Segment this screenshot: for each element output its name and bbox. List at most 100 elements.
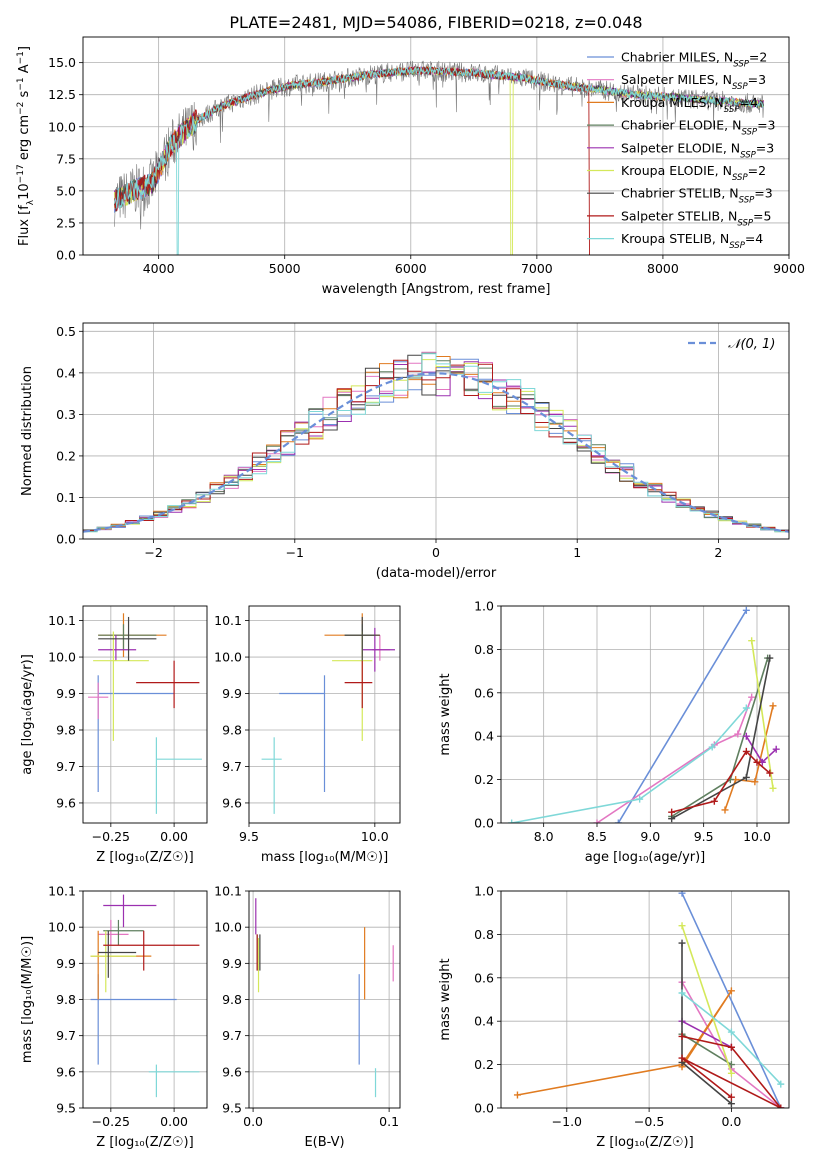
weight_vs_age-ytick-label: 0.4 <box>474 729 494 744</box>
weight_vs_age-xtick-label: 8.5 <box>587 829 607 844</box>
legend-entry: Chabrier MILES, NSSP=2 <box>621 50 767 70</box>
age_vs_Z-ytick-label: 9.9 <box>56 686 76 701</box>
weight_vs_age-ylabel: mass weight <box>438 673 453 755</box>
spectrum-frame <box>82 36 790 256</box>
weight-marker <box>678 1032 686 1040</box>
mass_vs_Z-ytick-label: 9.5 <box>56 1101 76 1116</box>
age_vs_mass-ytick-label: 9.9 <box>222 686 242 701</box>
spectrum-xlabel: wavelength [Angstrom, rest frame] <box>322 282 551 297</box>
spectrum-ytick-label: 7.5 <box>56 151 76 166</box>
residuals-xtick-label: 0 <box>432 545 440 560</box>
mass_vs_Z-marks <box>90 894 200 1098</box>
weight-line <box>724 705 774 811</box>
weight-marker <box>593 819 601 823</box>
weight-marker <box>678 891 686 897</box>
age_vs_mass-ytick-label: 10.1 <box>214 613 242 628</box>
legend-entry: Kroupa ELODIE, NSSP=2 <box>621 163 766 183</box>
weight-line <box>681 892 782 1108</box>
legend-entry: Salpeter MILES, NSSP=3 <box>621 72 766 92</box>
spectrum-xtick-label: 6000 <box>395 261 427 276</box>
residuals-xtick-label: 1 <box>573 545 581 560</box>
spectrum-xtick-label: 4000 <box>143 261 175 276</box>
residuals-legend: 𝒩(0, 1) <box>688 337 775 352</box>
legend-entry: Salpeter ELODIE, NSSP=3 <box>621 140 774 160</box>
spectrum-xtick-label: 5000 <box>269 261 301 276</box>
weight-marker <box>678 989 686 997</box>
age_vs_mass-marks <box>261 613 395 814</box>
weight-line <box>681 1033 732 1066</box>
mass_vs_EBV-frame <box>248 890 401 1109</box>
spectrum-ytick-label: 0.0 <box>56 248 76 263</box>
mass_vs_Z-ylabel: mass [log₁₀(M/M☉)] <box>20 936 35 1063</box>
weight-marker <box>508 819 516 823</box>
weight_vs_Z-ytick-label: 1.0 <box>474 884 494 899</box>
spectrum-ytick-label: 10.0 <box>48 119 76 134</box>
weight_vs_Z-axes: −1.0 −0.5 0.0 0.0 0.2 0.4 0.6 0.8 1.0 <box>474 884 789 1129</box>
residuals-xtick-label: −1 <box>286 545 304 560</box>
age_vs_Z-xlabel: Z [log₁₀(Z/Z☉)] <box>96 850 193 865</box>
age_vs_mass-xlabel: mass [log₁₀(M/M☉)] <box>261 850 388 865</box>
residuals-ytick-label: 0.1 <box>56 490 76 505</box>
weight-marker <box>721 806 729 814</box>
spectrum-ytick-label: 15.0 <box>48 55 76 70</box>
weight_vs_Z-xtick-label: 0.0 <box>721 1114 741 1129</box>
residuals-marks <box>83 351 789 533</box>
legend-entry: Salpeter STELIB, NSSP=5 <box>621 208 771 228</box>
mass_vs_Z-ytick-label: 9.9 <box>56 956 76 971</box>
age_vs_mass-frame <box>248 605 401 824</box>
weight-marker <box>727 1043 735 1051</box>
age_vs_mass-ytick-label: 9.7 <box>222 759 242 774</box>
weight_vs_Z-ytick-label: 0.4 <box>474 1014 494 1029</box>
residuals-ytick-label: 0.2 <box>56 448 76 463</box>
mass_vs_Z-axes: −0.25 0.00 9.5 9.6 9.7 9.8 9.9 10.0 10.1 <box>48 884 207 1129</box>
residuals-ylabel: Normed distribution <box>20 366 35 496</box>
residuals-ytick-label: 0.4 <box>56 365 76 380</box>
weight_vs_age-frame <box>500 605 790 824</box>
age_vs_Z-ytick-label: 10.0 <box>48 650 76 665</box>
age_vs_Z-frame <box>82 605 208 824</box>
weight-marker <box>727 1093 735 1101</box>
weight_vs_age-ytick-label: 0.6 <box>474 685 494 700</box>
residuals-ytick-label: 0.5 <box>56 324 76 339</box>
weight-marker <box>708 743 716 751</box>
weight_vs_age-xlabel: age [log₁₀(age/yr)] <box>585 850 706 865</box>
weight-marker <box>742 732 750 740</box>
age_vs_mass-axes: 9.5 10.0 9.6 9.7 9.8 9.9 10.0 10.1 <box>214 606 400 844</box>
spectrum-xtick-label: 7000 <box>521 261 553 276</box>
spectrum-ytick-label: 2.5 <box>56 215 76 230</box>
weight_vs_Z-ytick-label: 0.2 <box>474 1057 494 1072</box>
weight-line <box>681 1035 782 1108</box>
mass_vs_EBV-ytick-label: 9.8 <box>222 992 242 1007</box>
age_vs_Z-xtick-label: 0.00 <box>160 829 188 844</box>
weight-marker <box>710 797 718 805</box>
weight-marker <box>727 1069 735 1077</box>
age_vs_Z-axes: −0.25 0.00 9.6 9.7 9.8 9.9 10.0 10.1 <box>48 606 207 844</box>
age_vs_Z-ylabel: age [log₁₀(age/yr)] <box>20 654 35 775</box>
weight-marker <box>766 654 774 662</box>
weight_vs_Z-ytick-label: 0.6 <box>474 970 494 985</box>
weight-marker <box>751 778 759 786</box>
weight-marker <box>777 1104 785 1108</box>
residuals-xlabel: (data-model)/error <box>376 566 497 581</box>
residuals-ytick-label: 0.3 <box>56 407 76 422</box>
legend-entry: Kroupa MILES, NSSP=4 <box>621 95 758 115</box>
weight_vs_age-ytick-label: 0.0 <box>474 816 494 831</box>
weight-marker <box>769 784 777 792</box>
weight_vs_age-xtick-label: 10.0 <box>743 829 771 844</box>
spectrum-ytick-label: 12.5 <box>48 87 76 102</box>
weight-line <box>517 990 733 1096</box>
spectrum-ylabel: Flux [fλ10−17 erg cm−2 s−1 A−1] <box>16 46 36 246</box>
spectrum-ytick-label: 5.0 <box>56 183 76 198</box>
weight-line <box>750 640 774 789</box>
weight_vs_Z-ytick-label: 0.8 <box>474 927 494 942</box>
mass_vs_EBV-ytick-label: 9.5 <box>222 1101 242 1116</box>
age_vs_Z-xtick-label: −0.25 <box>92 829 130 844</box>
mass_vs_EBV-ytick-label: 10.0 <box>214 920 242 935</box>
weight-line <box>511 707 747 823</box>
mass_vs_Z-frame <box>82 890 208 1109</box>
mass_vs_EBV-marks <box>255 898 394 1098</box>
age_vs_Z-ytick-label: 9.7 <box>56 759 76 774</box>
age_vs_mass-ytick-label: 9.8 <box>222 723 242 738</box>
